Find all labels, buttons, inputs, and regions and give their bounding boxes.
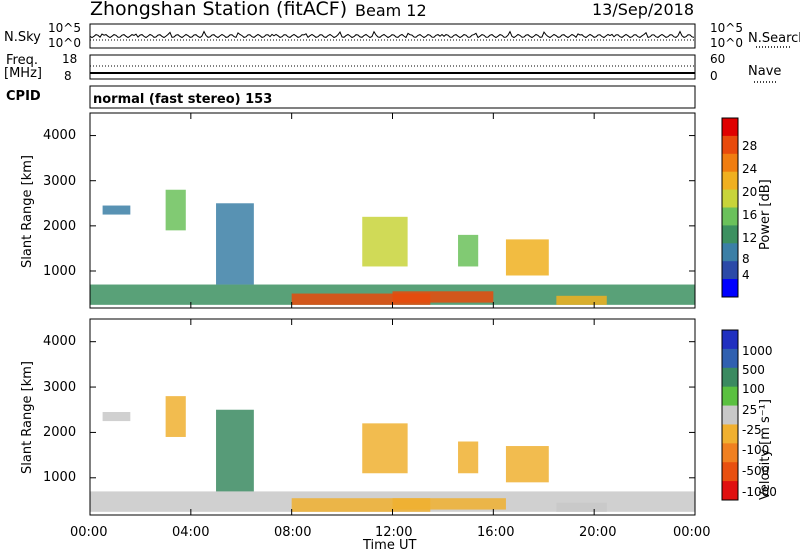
power-colorbar-swatch (722, 207, 738, 226)
velocity-scatter-region (216, 409, 254, 492)
nsky-trace (89, 30, 695, 39)
nsky-tick-bottom: 10^0 (48, 36, 81, 50)
freq-tick-top: 18 (62, 52, 78, 66)
power-ytick: 4000 (43, 128, 77, 143)
power-scatter-region (102, 205, 131, 215)
nsky-tick-top: 10^5 (48, 21, 81, 35)
power-cbar-tick: 20 (742, 185, 758, 199)
beam-label: Beam 12 (355, 1, 427, 20)
power-colorbar-swatch (722, 261, 738, 280)
velocity-colorbar-swatch (722, 386, 738, 407)
power-colorbar-frame (721, 117, 739, 298)
nsearch-tick-bottom: 10^0 (710, 36, 743, 50)
velocity-colorbar-swatch (722, 367, 738, 388)
power-colorbar-swatch (722, 279, 738, 298)
power-colorbar-swatch (722, 135, 738, 155)
velocity-cbar-tick: 500 (742, 363, 765, 377)
velocity-colorbar-frame (721, 329, 739, 501)
power-cbar-tick: 28 (742, 139, 758, 153)
velocity-colorbar-swatch (722, 348, 738, 369)
velocity-cbar-tick: 100 (742, 382, 765, 396)
x-tick: 16:00 (477, 525, 515, 540)
power-scatter-region (505, 239, 549, 276)
velocity-scatter-region (556, 502, 607, 512)
power-colorbar-swatch (722, 243, 738, 262)
nsearch-tick-top: 10^5 (710, 21, 743, 35)
velocity-cbar-tick: -1000 (742, 485, 777, 499)
x-axis-title: Time UT (363, 538, 417, 553)
velocity-ytick: 3000 (43, 380, 77, 395)
power-scatter-region (291, 293, 431, 305)
nsky-label: N.Sky (4, 30, 41, 45)
power-scatter-region (458, 234, 479, 267)
x-tick: 12:00 (375, 525, 413, 540)
freq-tick-bottom: 8 (64, 69, 72, 83)
power-cbar-tick: 12 (742, 231, 758, 245)
power-colorbar-swatch (722, 171, 738, 191)
freq-unit: [MHz] (4, 66, 42, 81)
power-scatter-region (216, 203, 254, 285)
velocity-cbar-tick: 1000 (742, 344, 773, 358)
x-tick: 20:00 (579, 525, 617, 540)
velocity-ytick: 1000 (43, 470, 77, 485)
power-ytick: 2000 (43, 219, 77, 234)
velocity-scatter-region (458, 441, 479, 474)
nave-label: Nave (748, 64, 782, 79)
chart-title: Zhongshan Station (fitACF) (90, 0, 348, 20)
velocity-scatter-region (392, 498, 506, 510)
velocity-ytick: 2000 (43, 425, 77, 440)
power-scatter-region (362, 216, 408, 267)
nsearch-label: N.Search (748, 31, 800, 46)
power-cbar-tick: 24 (742, 162, 758, 176)
cpid-value: normal (fast stereo) 153 (93, 92, 273, 107)
power-scatter-region (556, 295, 607, 305)
power-scatter-region (165, 189, 186, 231)
freq-label: Freq. (6, 53, 38, 68)
velocity-colorbar-swatch (722, 443, 738, 463)
date-label: 13/Sep/2018 (592, 0, 695, 19)
velocity-colorbar-swatch (722, 481, 738, 501)
velocity-cbar-tick: -100 (742, 443, 770, 457)
freq-panel-frame (89, 54, 696, 80)
velocity-scatter-region (362, 423, 408, 474)
power-colorbar-swatch (722, 189, 738, 208)
power-colorbar-swatch (722, 153, 738, 173)
power-cbar-tick: 8 (742, 252, 750, 266)
nsky-panel-frame (89, 23, 696, 49)
power-scatter-region (392, 291, 494, 303)
velocity-cbar-tick: 25 (742, 403, 758, 417)
x-tick: 08:00 (274, 525, 312, 540)
x-tick: 04:00 (172, 525, 210, 540)
x-tick: 00:00 (673, 525, 711, 540)
velocity-colorbar-swatch (722, 462, 738, 482)
velocity-cbar-tick: -25 (742, 423, 762, 437)
power-colorbar-swatch (722, 118, 738, 137)
velocity-ytick: 4000 (43, 334, 77, 349)
cpid-label: CPID (6, 89, 41, 104)
nave-tick-bottom: 0 (710, 69, 718, 83)
power-colorbar-swatch (722, 225, 738, 244)
power-ytick: 3000 (43, 174, 77, 189)
power-cbar-tick: 4 (742, 268, 750, 282)
velocity-scatter-region (165, 396, 186, 437)
velocity-scatter-region (102, 412, 131, 422)
velocity-colorbar-swatch (722, 405, 738, 425)
power-ytick: 1000 (43, 264, 77, 279)
velocity-colorbar-swatch (722, 424, 738, 444)
velocity-scatter-region (505, 446, 549, 483)
x-tick: 00:00 (70, 525, 108, 540)
nave-tick-top: 60 (710, 52, 726, 66)
velocity-colorbar-swatch (722, 330, 738, 350)
cpid-panel-frame (89, 85, 696, 109)
velocity-cbar-tick: -500 (742, 464, 770, 478)
power-cbar-tick: 16 (742, 208, 758, 222)
